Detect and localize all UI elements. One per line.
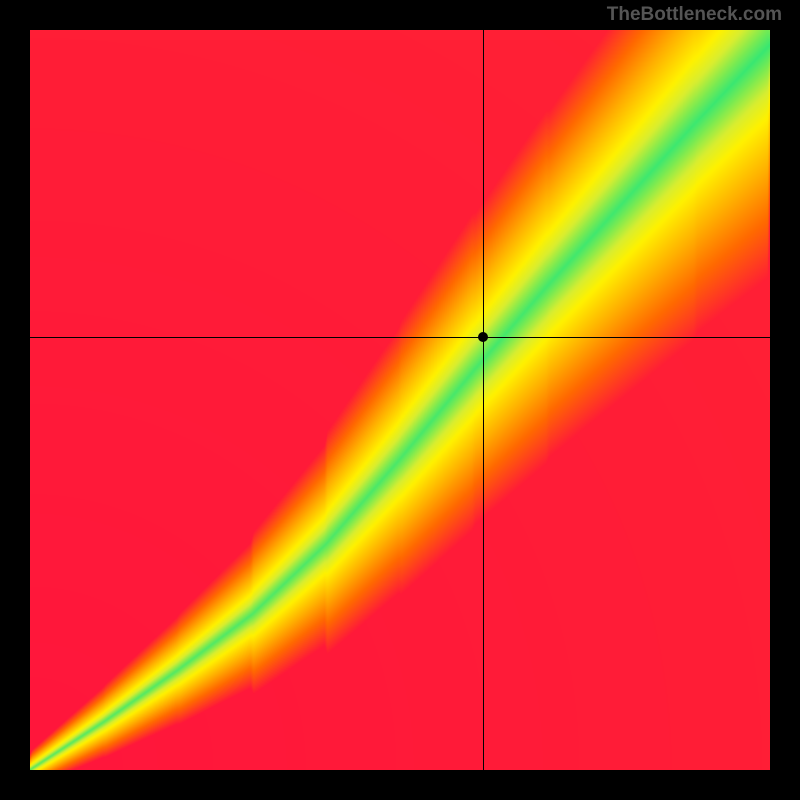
watermark-label: TheBottleneck.com [607, 4, 782, 26]
chart-container: TheBottleneck.com [0, 0, 800, 800]
crosshair-marker-dot [478, 332, 488, 342]
heatmap-canvas [30, 30, 770, 770]
crosshair-vertical [483, 30, 484, 770]
plot-area [30, 30, 770, 770]
crosshair-horizontal [30, 337, 770, 338]
